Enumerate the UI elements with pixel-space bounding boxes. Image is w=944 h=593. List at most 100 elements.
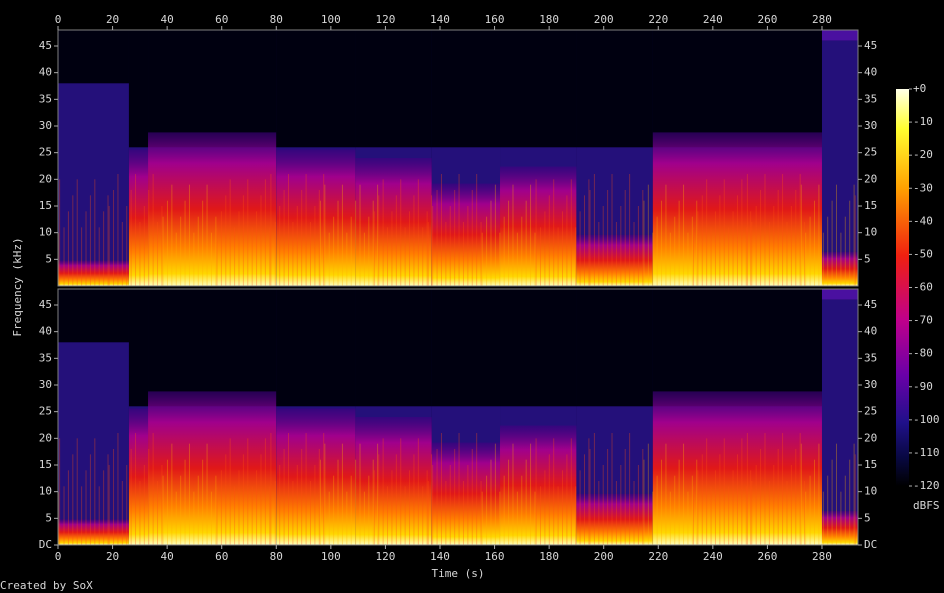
x-tick-label: 60 bbox=[215, 13, 228, 26]
spectrum-streak bbox=[188, 184, 190, 286]
spectrum-streak bbox=[355, 459, 357, 545]
spectrum-streak bbox=[449, 465, 451, 545]
spectrum-streak bbox=[637, 465, 639, 545]
spectrum-streak bbox=[301, 449, 303, 545]
spectrum-streak bbox=[333, 475, 335, 545]
spectrum-streak bbox=[471, 190, 473, 286]
spectrum-heat bbox=[500, 166, 577, 286]
x-tick-label: 180 bbox=[539, 13, 559, 26]
spectrum-streak bbox=[341, 443, 343, 545]
colorbar bbox=[896, 89, 909, 486]
spectrum-streak bbox=[611, 433, 613, 545]
spectrum-streak bbox=[544, 211, 546, 286]
spectrum-streak bbox=[409, 211, 411, 286]
spectrum-streak bbox=[148, 190, 150, 286]
spectrum-streak bbox=[598, 222, 600, 286]
spectrum-streak bbox=[643, 459, 645, 545]
spectrum-streak bbox=[440, 174, 442, 286]
colorbar-tick-label: -30 bbox=[913, 181, 933, 194]
x-tick-label: 40 bbox=[161, 550, 174, 563]
colorbar-tick-label: -60 bbox=[913, 281, 933, 294]
spectrum-streak bbox=[503, 216, 505, 286]
spectrum-band bbox=[355, 289, 432, 407]
spectrum-streak bbox=[840, 232, 842, 286]
spectrum-streak bbox=[629, 174, 631, 286]
spectrum-streak bbox=[161, 465, 163, 545]
spectrum-streak bbox=[516, 232, 518, 286]
y-tick-label: 5 bbox=[864, 511, 871, 524]
spectrum-streak bbox=[251, 227, 253, 286]
spectrum-band bbox=[58, 289, 129, 343]
spectrum-streak bbox=[283, 449, 285, 545]
spectrum-streak bbox=[633, 481, 635, 545]
spectrum-band bbox=[500, 289, 577, 407]
spectrum-streak bbox=[540, 227, 541, 286]
spectrum-streak bbox=[238, 470, 240, 545]
spectrum-streak bbox=[854, 195, 856, 286]
spectrum-streak bbox=[728, 486, 730, 545]
spectrum-streak bbox=[350, 475, 352, 545]
spectrum-streak bbox=[363, 491, 365, 545]
spectrum-streak bbox=[234, 486, 236, 545]
spectrum-streak bbox=[202, 459, 204, 545]
spectrum-streak bbox=[827, 216, 829, 286]
spectrum-streak bbox=[310, 481, 311, 545]
spectrum-streak bbox=[521, 216, 523, 286]
spectrum-streak bbox=[516, 491, 518, 545]
spectrum-streak bbox=[426, 211, 428, 286]
spectrum-streak bbox=[674, 475, 676, 545]
spectrum-streak bbox=[436, 449, 438, 545]
spectrum-streak bbox=[751, 222, 753, 286]
x-tick-label: 240 bbox=[703, 13, 723, 26]
spectrum-streak bbox=[229, 438, 231, 545]
spectrum-streak bbox=[844, 475, 846, 545]
spectrum-band bbox=[576, 30, 653, 148]
spectrum-streak bbox=[121, 222, 123, 286]
spectrum-streak bbox=[697, 470, 699, 545]
spectrum-streak bbox=[229, 179, 231, 286]
y-tick-label: 10 bbox=[864, 226, 877, 239]
spectrum-streak bbox=[588, 179, 590, 286]
spectrum-streak bbox=[279, 206, 281, 286]
spectrum-streak bbox=[238, 211, 240, 286]
spectrum-streak bbox=[247, 438, 249, 545]
spectrum-band bbox=[58, 342, 129, 545]
spectrum-streak bbox=[431, 195, 433, 286]
spectrum-streak bbox=[378, 195, 380, 286]
colorbar-tick-label: -120 bbox=[913, 479, 940, 492]
spectrum-streak bbox=[395, 454, 397, 545]
spectrum-streak bbox=[795, 190, 797, 286]
x-tick-label: 220 bbox=[648, 550, 668, 563]
spectrum-streak bbox=[333, 216, 335, 286]
spectrum-streak bbox=[188, 443, 190, 545]
spectrum-streak bbox=[454, 449, 456, 545]
spectrum-streak bbox=[661, 459, 663, 545]
spectrum-streak bbox=[85, 470, 87, 545]
spectrum-streak bbox=[445, 481, 447, 545]
spectrum-streak bbox=[678, 200, 680, 286]
spectrum-streak bbox=[323, 174, 325, 286]
spectrum-streak bbox=[503, 475, 505, 545]
spectrum-streak bbox=[197, 216, 199, 286]
spectrum-streak bbox=[656, 475, 658, 545]
y-tick-label: 15 bbox=[39, 199, 52, 212]
y-tick-label: 40 bbox=[864, 325, 877, 338]
spectrum-streak bbox=[107, 454, 109, 545]
spectrum-streak bbox=[180, 216, 182, 286]
y-tick-label: DC bbox=[39, 538, 52, 551]
spectrum-heat bbox=[576, 493, 653, 545]
spectrum-streak bbox=[714, 470, 716, 545]
spectrum-streak bbox=[814, 459, 815, 545]
spectrum-streak bbox=[476, 174, 478, 286]
y-tick-label: 15 bbox=[864, 199, 877, 212]
spectrum-streak bbox=[184, 200, 186, 286]
spectrum-streak bbox=[584, 454, 585, 545]
spectrum-streak bbox=[98, 486, 100, 545]
spectrum-streak bbox=[822, 232, 824, 286]
y-tick-label: 5 bbox=[45, 252, 52, 265]
spectrum-streak bbox=[117, 433, 119, 545]
colorbar-tick-label: -50 bbox=[913, 247, 933, 260]
spectrum-streak bbox=[454, 190, 456, 286]
spectrum-streak bbox=[467, 206, 469, 286]
spectrum-streak bbox=[234, 227, 236, 286]
